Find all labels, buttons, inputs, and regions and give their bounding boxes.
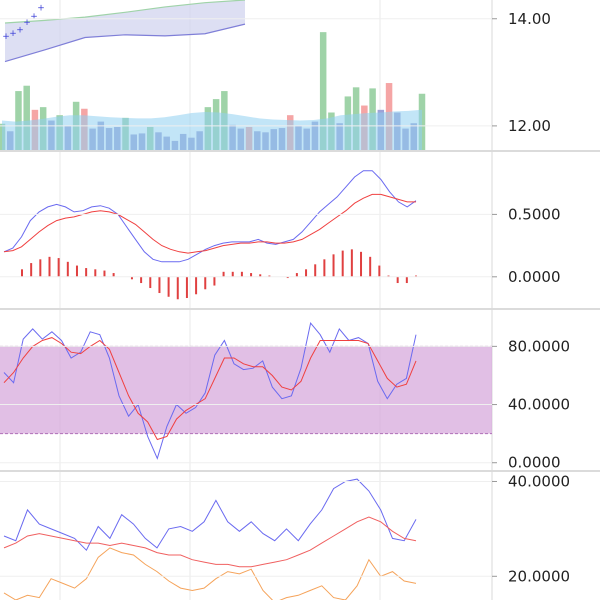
tick-label-1-0: 0.5000 (508, 205, 561, 223)
adx-line-0 (3, 478, 417, 552)
cloud-lower-line (4, 23, 246, 63)
macd-panel (3, 170, 417, 300)
overbought-band (0, 346, 492, 434)
volume-bar (319, 32, 327, 151)
volume-bar (23, 85, 30, 150)
macd-line-0 (3, 170, 417, 263)
tick-label-3-1: 20.0000 (508, 567, 570, 585)
sar-point: + (37, 4, 45, 14)
adx-line-2 (3, 547, 417, 600)
stoch-line-1 (3, 337, 417, 441)
sar-point: + (16, 26, 24, 36)
tick-label-0-1: 12.00 (508, 117, 551, 135)
tick-label-2-1: 40.0000 (508, 396, 570, 414)
stoch-line-0 (3, 321, 417, 460)
price-panel: + + ++++ (0, 0, 426, 151)
sar-point: + (9, 29, 17, 39)
tick-label-0-0: 14.00 (508, 10, 551, 28)
tick-label-1-1: 0.0000 (508, 268, 561, 286)
tick-label-3-0: 40.0000 (508, 472, 570, 490)
adx-panel (3, 478, 417, 600)
sar-point: + (30, 12, 38, 22)
sar-point: + (2, 32, 10, 42)
volume-ma-area (2, 109, 422, 150)
tick-label-2-2: 0.0000 (508, 454, 561, 472)
volume-bar (15, 91, 22, 150)
macd-line-1 (3, 193, 416, 254)
cloud-upper-line (4, 0, 246, 24)
sar-point: + (23, 18, 31, 28)
stoch-panel (0, 321, 492, 460)
tick-label-2-0: 80.0000 (508, 337, 570, 355)
ichimoku-cloud (5, 0, 245, 62)
adx-line-1 (3, 516, 417, 568)
